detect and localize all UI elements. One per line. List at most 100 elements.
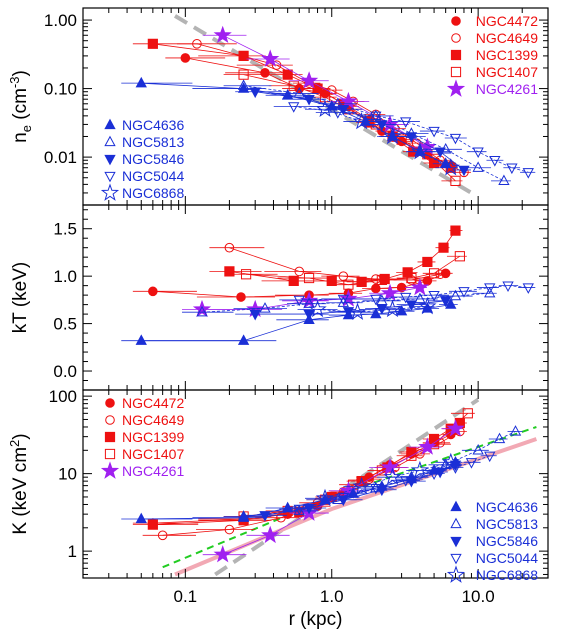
legend-item-NGC1399: NGC1399 bbox=[104, 429, 184, 445]
point-NGC4261 bbox=[418, 137, 437, 155]
legend-marker bbox=[105, 398, 115, 408]
point-NGC5044 bbox=[428, 469, 440, 480]
point-NGC6868 bbox=[410, 460, 430, 479]
legend-label: NGC1407 bbox=[122, 446, 184, 462]
point-NGC1407 bbox=[462, 408, 473, 419]
legend-marker bbox=[104, 171, 116, 183]
point-NGC4472 bbox=[180, 53, 191, 63]
point-NGC1399 bbox=[406, 446, 417, 458]
point-NGC1399 bbox=[224, 266, 235, 277]
legend-label: NGC4472 bbox=[476, 13, 538, 29]
panel-middle-bg bbox=[83, 205, 548, 390]
point-NGC4261 bbox=[213, 545, 232, 563]
legend-marker bbox=[104, 135, 116, 147]
legend-marker bbox=[446, 79, 466, 97]
y-tick-label: 1 bbox=[68, 542, 77, 561]
data-series bbox=[121, 25, 536, 563]
point-NGC6868 bbox=[383, 126, 402, 145]
point-NGC4636 bbox=[135, 512, 147, 524]
legend-marker bbox=[104, 118, 116, 130]
point-NGC5846 bbox=[458, 165, 470, 177]
point-NGC4261 bbox=[410, 277, 430, 296]
axis-labels: 1.00 0.10 0.01 ne (cm-3) 0.0 0.5 1.0 1.5 kT (keV… bbox=[7, 11, 495, 630]
series-middle-NGC6868 bbox=[297, 296, 437, 321]
x-tick-label: 0.1 bbox=[174, 587, 198, 606]
point-NGC5044 bbox=[522, 168, 534, 179]
point-NGC4636 bbox=[237, 511, 250, 522]
point-NGC6868 bbox=[315, 99, 335, 118]
point-NGC1407 bbox=[406, 450, 417, 461]
point-NGC5044 bbox=[370, 294, 382, 306]
legend-item-NGC4649: NGC4649 bbox=[451, 30, 538, 46]
point-NGC5846 bbox=[337, 105, 350, 116]
point-NGC4649 bbox=[224, 524, 235, 535]
point-NGC5813 bbox=[472, 161, 484, 172]
series-middle-NGC1399 bbox=[209, 225, 463, 287]
point-NGC4636 bbox=[135, 76, 147, 88]
point-NGC5044 bbox=[293, 295, 305, 307]
series-line-NGC4636 bbox=[141, 304, 451, 342]
y-tick-label: 0.10 bbox=[44, 80, 77, 99]
point-NGC5813 bbox=[472, 443, 484, 455]
series-top-NGC6868 bbox=[305, 99, 460, 176]
point-NGC6868 bbox=[352, 477, 371, 495]
legend-item-NGC4472: NGC4472 bbox=[451, 13, 538, 29]
point-NGC5044 bbox=[400, 117, 412, 128]
point-NGC5044 bbox=[332, 108, 344, 119]
point-NGC5044 bbox=[370, 111, 382, 123]
point-NGC1399 bbox=[147, 519, 158, 530]
legend-marker bbox=[451, 16, 461, 26]
point-NGC5044 bbox=[502, 281, 514, 292]
legend-label: NGC6868 bbox=[476, 567, 538, 583]
point-NGC1407 bbox=[406, 272, 417, 284]
point-NGC5813 bbox=[414, 292, 426, 304]
series-line-NGC6868 bbox=[317, 306, 428, 313]
point-NGC5813 bbox=[196, 305, 208, 317]
point-NGC5044 bbox=[449, 133, 462, 145]
point-NGC4636 bbox=[135, 334, 147, 345]
point-NGC4649 bbox=[294, 266, 305, 277]
legend-marker bbox=[446, 565, 466, 583]
legend-item-NGC4472: NGC4472 bbox=[105, 395, 184, 411]
point-NGC4636 bbox=[395, 304, 408, 316]
legend-label: NGC5044 bbox=[476, 550, 538, 566]
point-NGC4261 bbox=[213, 25, 232, 43]
legend-marker bbox=[104, 431, 116, 443]
point-NGC5044 bbox=[472, 147, 484, 159]
point-NGC5044 bbox=[484, 451, 496, 463]
point-NGC4261 bbox=[418, 437, 437, 455]
legend-item-NGC4636: NGC4636 bbox=[104, 117, 184, 133]
point-NGC5813 bbox=[509, 425, 522, 436]
legend-marker bbox=[450, 553, 462, 565]
point-NGC4261 bbox=[261, 525, 280, 544]
point-NGC6868 bbox=[383, 467, 402, 485]
panel-backgrounds bbox=[83, 8, 548, 578]
point-NGC5846 bbox=[259, 511, 271, 522]
legend-marker bbox=[450, 49, 462, 61]
legend-marker bbox=[451, 33, 461, 43]
legend-marker bbox=[450, 517, 462, 529]
legend-item-NGC6868: NGC6868 bbox=[100, 183, 184, 201]
legend-marker bbox=[104, 154, 116, 166]
point-NGC5044 bbox=[400, 292, 412, 304]
point-NGC5813 bbox=[449, 289, 462, 301]
series-line-NGC4261 bbox=[222, 34, 428, 148]
legend-marker bbox=[450, 536, 462, 548]
point-NGC5044 bbox=[288, 102, 300, 113]
legend-item-NGC4261: NGC4261 bbox=[100, 461, 184, 479]
ylabel-middle: kT (keV) bbox=[10, 262, 31, 333]
point-NGC6868 bbox=[441, 452, 460, 471]
point-NGC5813 bbox=[493, 432, 506, 444]
y-tick-label: 1.5 bbox=[53, 220, 77, 239]
legend-label: NGC1399 bbox=[476, 47, 538, 63]
point-NGC1399 bbox=[282, 69, 293, 80]
model-line-top-0 bbox=[173, 14, 476, 197]
legend-label: NGC4261 bbox=[122, 463, 184, 479]
point-NGC1399 bbox=[422, 256, 433, 268]
legend-label: NGC1407 bbox=[476, 64, 538, 80]
point-NGC1407 bbox=[240, 269, 252, 280]
point-NGC1407 bbox=[343, 279, 354, 290]
point-NGC5813 bbox=[303, 297, 315, 308]
series-middle-NGC5044 bbox=[279, 281, 536, 307]
point-NGC5846 bbox=[249, 87, 261, 99]
